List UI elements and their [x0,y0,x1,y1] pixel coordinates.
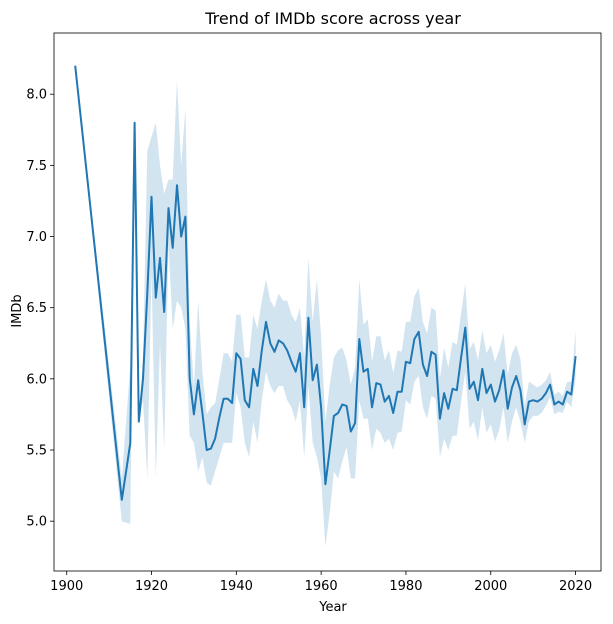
x-tick-label: 2020 [559,579,592,594]
x-tick-label: 2000 [474,579,507,594]
y-axis: 5.0 5.5 6.0 6.5 7.0 7.5 8.0 [26,88,54,530]
x-axis: 1900 1920 1940 1960 1980 2000 2020 [50,571,592,594]
y-tick-label: 6.0 [26,372,47,387]
y-tick-label: 5.5 [26,444,47,459]
y-tick-label: 6.5 [26,301,47,316]
x-tick-label: 1900 [50,579,83,594]
y-tick-label: 7.0 [26,230,47,245]
x-axis-title: Year [318,600,347,615]
y-tick-label: 7.5 [26,159,47,174]
chart-title: Trend of IMDb score across year [204,9,461,28]
series-line [74,65,577,501]
y-axis-title: IMDb [10,294,25,327]
plot-area [74,65,577,547]
x-tick-label: 1920 [135,579,168,594]
y-tick-label: 8.0 [26,88,47,103]
y-tick-label: 5.0 [26,515,47,530]
x-tick-label: 1960 [305,579,338,594]
plot-frame [53,32,602,572]
x-tick-label: 1940 [220,579,253,594]
x-tick-label: 1980 [389,579,422,594]
confidence-band [75,65,576,547]
